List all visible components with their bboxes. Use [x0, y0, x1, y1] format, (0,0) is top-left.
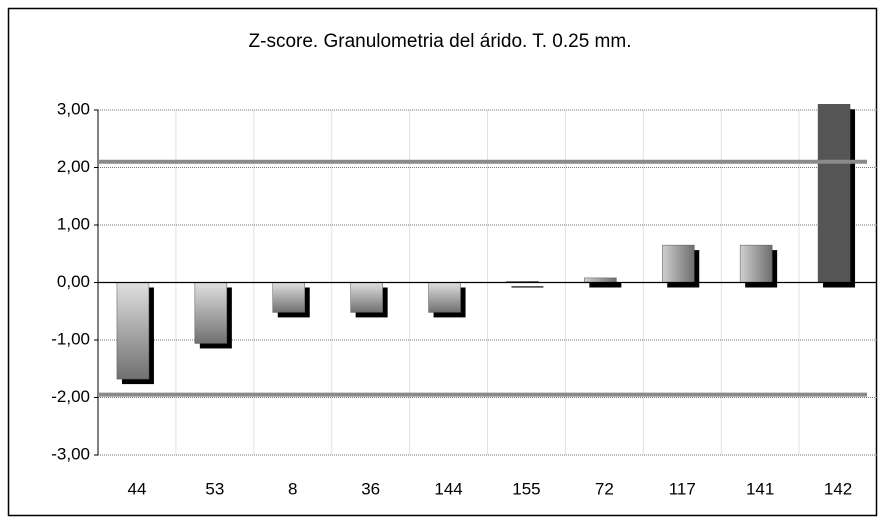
x-tick-label: 8 [288, 479, 297, 498]
y-tick-label: -2,00 [51, 387, 90, 406]
x-tick-label: 36 [361, 479, 380, 498]
y-tick-label: 0,00 [57, 272, 90, 291]
bar [116, 282, 150, 380]
bar [194, 282, 228, 344]
x-tick-label: 144 [434, 479, 462, 498]
bar-shadow [589, 282, 622, 288]
bar [662, 244, 695, 283]
bar [428, 282, 461, 313]
x-tick-label: 142 [824, 479, 852, 498]
bar [739, 244, 773, 283]
x-tick-label: 44 [127, 479, 146, 498]
y-tick-label: -3,00 [51, 444, 90, 463]
bar-shadow [511, 286, 544, 288]
y-tick-label: 3,00 [57, 99, 90, 118]
bar [817, 104, 851, 283]
y-tick-label: 1,00 [57, 214, 90, 233]
bar [350, 282, 383, 313]
x-tick-label: 155 [512, 479, 540, 498]
bar [272, 282, 305, 313]
chart-frame [7, 7, 878, 517]
x-tick-label: 117 [669, 479, 696, 498]
y-tick-label: 2,00 [57, 157, 90, 176]
x-tick-label: 72 [595, 479, 614, 498]
chart-title: Z-score. Granulometria del árido. T. 0.2… [249, 31, 632, 52]
bars [116, 104, 856, 385]
x-tick-label: 141 [746, 479, 774, 498]
x-tick-label: 53 [205, 479, 224, 498]
y-tick-label: -1,00 [51, 329, 90, 348]
bar [584, 277, 617, 283]
